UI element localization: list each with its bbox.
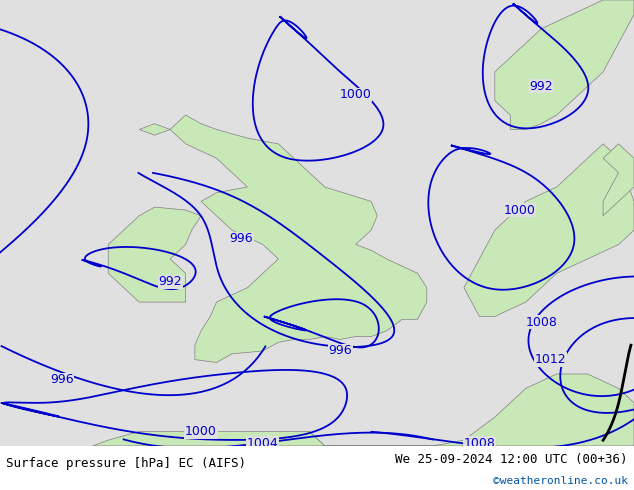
Text: 1008: 1008: [463, 437, 495, 449]
Text: 1008: 1008: [526, 316, 557, 329]
Text: 992: 992: [529, 80, 553, 93]
Text: 1000: 1000: [185, 425, 217, 438]
Polygon shape: [93, 432, 325, 446]
Polygon shape: [309, 374, 634, 446]
Text: 1000: 1000: [340, 88, 372, 101]
Text: 996: 996: [50, 373, 74, 386]
Polygon shape: [464, 144, 634, 317]
Polygon shape: [108, 207, 201, 302]
Polygon shape: [170, 115, 427, 363]
Text: Surface pressure [hPa] EC (AIFS): Surface pressure [hPa] EC (AIFS): [6, 457, 247, 470]
Text: 996: 996: [328, 344, 352, 358]
Polygon shape: [139, 123, 170, 135]
Polygon shape: [603, 144, 634, 216]
Text: 1000: 1000: [503, 203, 536, 217]
Text: 992: 992: [158, 275, 182, 289]
Text: ©weatheronline.co.uk: ©weatheronline.co.uk: [493, 476, 628, 486]
Text: 996: 996: [230, 232, 253, 245]
Polygon shape: [495, 0, 634, 129]
Text: We 25-09-2024 12:00 UTC (00+36): We 25-09-2024 12:00 UTC (00+36): [395, 453, 628, 466]
Text: 1012: 1012: [534, 353, 566, 366]
Text: 1004: 1004: [247, 437, 279, 449]
